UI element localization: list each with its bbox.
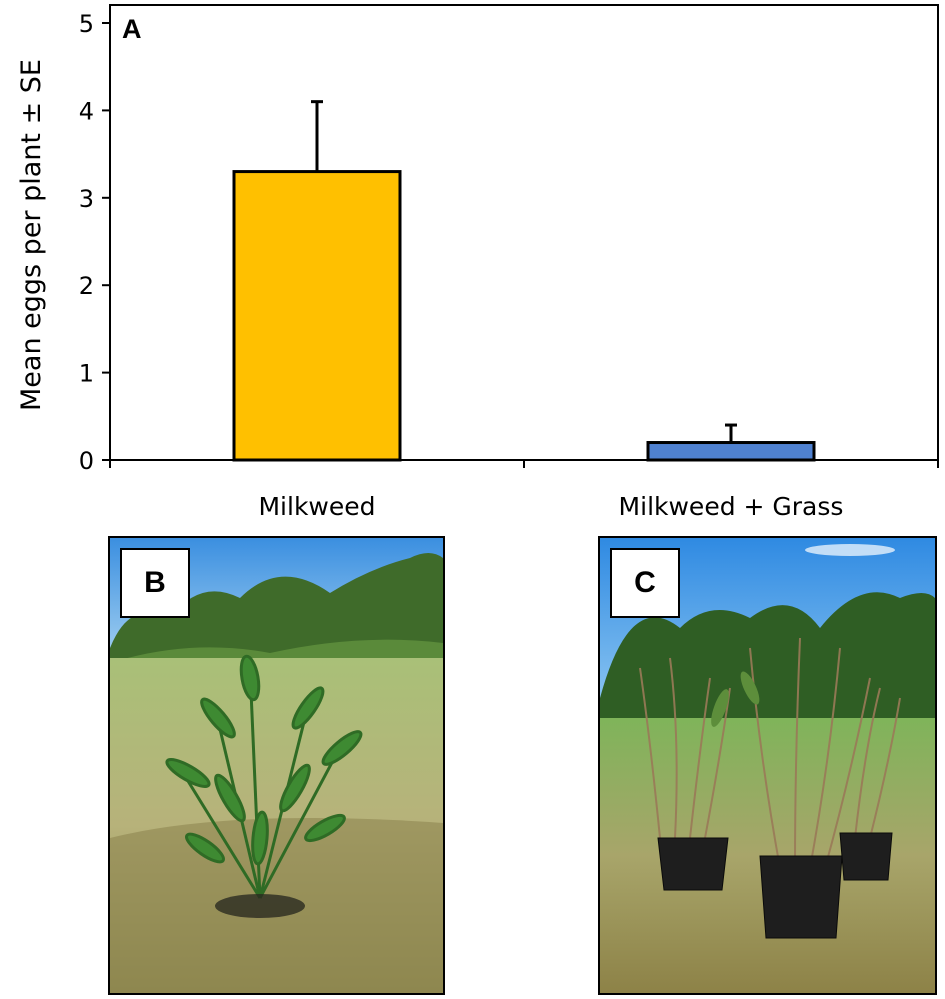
x-axis-labels: Milkweed Milkweed + Grass xyxy=(109,460,939,521)
y-tick-label: 0 xyxy=(79,447,94,475)
photo-panel-b: B xyxy=(108,536,445,995)
photo-panel-c: C xyxy=(598,536,937,995)
y-axis-ticks: 0 1 2 3 4 5 xyxy=(79,10,110,475)
milkweed-field-photo xyxy=(110,538,443,993)
milkweed-grass-pots-photo xyxy=(600,538,935,993)
bars-group xyxy=(232,100,816,462)
panel-letter-c: C xyxy=(610,548,680,618)
bar-chart: A Mean eggs per plant ± SE 0 1 2 3 4 5 Milkwe… xyxy=(16,4,939,521)
x-tick-label: Milkweed xyxy=(258,492,375,521)
bar xyxy=(232,170,402,462)
panel-letter-b: B xyxy=(120,548,190,618)
panel-letter-a: A xyxy=(122,14,142,44)
y-tick-label: 4 xyxy=(79,97,94,125)
bar xyxy=(646,441,816,462)
y-tick-label: 2 xyxy=(79,272,94,300)
y-tick-label: 3 xyxy=(79,185,94,213)
y-tick-label: 1 xyxy=(79,360,94,388)
y-axis-label: Mean eggs per plant ± SE xyxy=(16,59,47,411)
x-tick-label: Milkweed + Grass xyxy=(619,492,844,521)
y-tick-label: 5 xyxy=(79,10,94,38)
